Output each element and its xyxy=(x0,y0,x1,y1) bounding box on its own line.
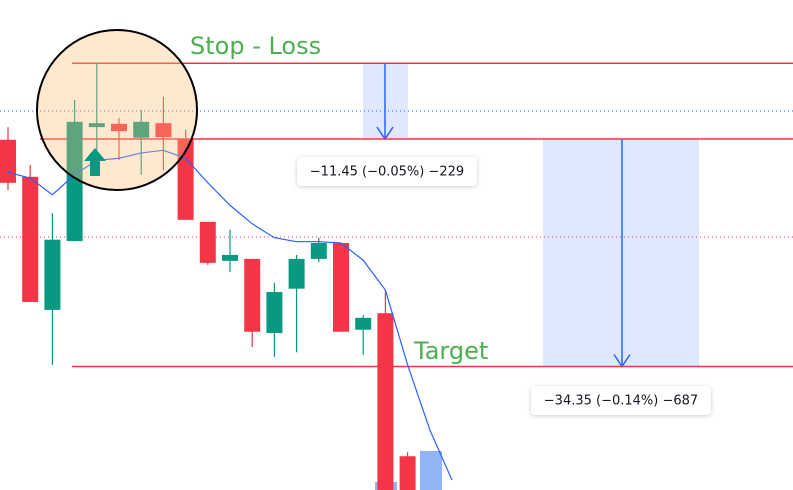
highlight-bar xyxy=(420,451,442,490)
moving-average xyxy=(7,149,453,481)
candle-body xyxy=(333,243,349,332)
target-measure: −34.35 (−0.14%) −687 xyxy=(544,394,698,409)
candle-body xyxy=(355,317,372,330)
candle-body xyxy=(88,123,105,128)
candle-body xyxy=(222,254,238,261)
stop-label: Stop - Loss xyxy=(190,32,321,60)
measure-zone xyxy=(543,139,699,367)
entry-arrow xyxy=(84,148,106,176)
candle-body xyxy=(310,243,327,259)
candle-body xyxy=(377,313,394,490)
candle-body xyxy=(44,239,61,310)
plot xyxy=(0,62,793,490)
measure-box xyxy=(297,157,477,186)
candle-body xyxy=(288,258,305,289)
candle-body xyxy=(0,139,16,183)
candle-body xyxy=(177,139,194,220)
candle-body xyxy=(399,456,416,490)
highlight-circle xyxy=(36,29,198,191)
candle-body xyxy=(199,221,216,263)
measure-box xyxy=(531,386,711,415)
candle-body xyxy=(66,121,83,242)
stop-measure: −11.45 (−0.05%) −229 xyxy=(310,165,464,180)
target-label: Target xyxy=(413,337,488,365)
candle-body xyxy=(111,123,127,132)
candle-body xyxy=(155,123,172,138)
candle-body xyxy=(266,292,283,334)
candle-body xyxy=(133,121,150,138)
candle-body xyxy=(244,258,261,332)
candle-body xyxy=(22,176,39,302)
